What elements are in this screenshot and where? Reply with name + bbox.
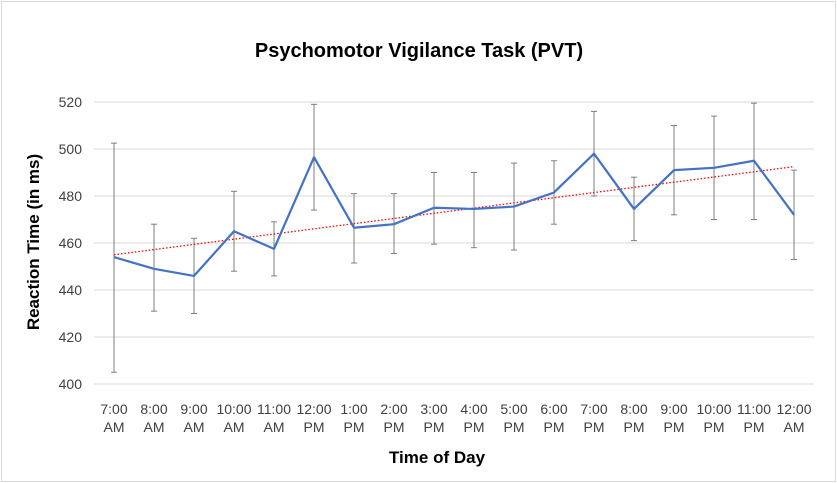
- x-axis-ticks: 7:00 AM 8:00 AM 9:00 AM 10:00 AM 11:00 AM 12:00 PM 1…: [100, 401, 811, 435]
- y-axis-title: Reaction Time (in ms): [24, 154, 43, 330]
- x-tick-label: PM: [584, 419, 605, 435]
- x-tick-label: 7:00: [100, 401, 127, 417]
- y-tick-label: 420: [59, 329, 83, 345]
- x-tick-label: AM: [184, 419, 205, 435]
- x-tick-label: 3:00: [420, 401, 447, 417]
- y-tick-label: 500: [59, 141, 83, 157]
- x-tick-label: 12:00: [776, 401, 811, 417]
- x-tick-label: 6:00: [540, 401, 567, 417]
- x-tick-label: AM: [784, 419, 805, 435]
- x-tick-label: PM: [744, 419, 765, 435]
- y-tick-label: 520: [59, 94, 83, 110]
- x-tick-label: 5:00: [500, 401, 527, 417]
- x-tick-label: 1:00: [340, 401, 367, 417]
- x-tick-label: PM: [464, 419, 485, 435]
- x-tick-label: PM: [304, 419, 325, 435]
- grid-lines: [94, 101, 814, 385]
- error-bars: [111, 102, 797, 373]
- x-tick-label: 8:00: [620, 401, 647, 417]
- x-tick-label: AM: [104, 419, 125, 435]
- series-group: [113, 152, 795, 277]
- x-tick-label: PM: [544, 419, 565, 435]
- x-tick-label: 4:00: [460, 401, 487, 417]
- x-tick-label: PM: [424, 419, 445, 435]
- x-tick-label: 11:00: [737, 401, 771, 417]
- x-tick-label: PM: [664, 419, 685, 435]
- chart-title: Psychomotor Vigilance Task (PVT): [255, 40, 583, 62]
- trendline-group: [113, 165, 795, 256]
- x-tick-label: 10:00: [696, 401, 731, 417]
- trendline: [113, 165, 795, 256]
- y-tick-label: 400: [59, 376, 83, 392]
- x-tick-label: 9:00: [180, 401, 207, 417]
- x-tick-label: 11:00: [257, 401, 291, 417]
- x-tick-label: PM: [504, 419, 525, 435]
- x-tick-label: 10:00: [216, 401, 251, 417]
- x-tick-label: 12:00: [296, 401, 331, 417]
- x-axis-title: Time of Day: [389, 448, 486, 467]
- x-tick-label: 7:00: [580, 401, 607, 417]
- y-tick-label: 460: [59, 235, 83, 251]
- x-tick-label: 8:00: [140, 401, 167, 417]
- y-tick-label: 440: [59, 282, 83, 298]
- x-tick-label: 9:00: [660, 401, 687, 417]
- y-tick-label: 480: [59, 188, 83, 204]
- x-tick-label: PM: [384, 419, 405, 435]
- x-tick-label: AM: [264, 419, 285, 435]
- x-tick-label: 2:00: [380, 401, 407, 417]
- x-tick-label: AM: [144, 419, 165, 435]
- x-tick-label: AM: [224, 419, 245, 435]
- y-axis-ticks: 400 420 440 460 480 500 520: [59, 94, 83, 392]
- series-line: [113, 152, 795, 277]
- x-tick-label: PM: [344, 419, 365, 435]
- x-tick-label: PM: [704, 419, 725, 435]
- x-tick-label: PM: [624, 419, 645, 435]
